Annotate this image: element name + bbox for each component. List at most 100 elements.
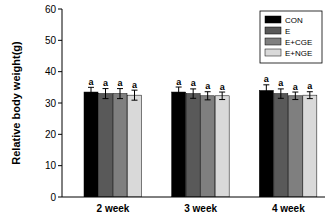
- x-tick-label: 2 week: [97, 203, 130, 214]
- significance-letter: a: [117, 78, 123, 88]
- bar: [303, 95, 317, 197]
- error-bar-cap: [292, 92, 298, 93]
- error-bar-cap: [278, 98, 284, 99]
- significance-letter: a: [293, 82, 299, 92]
- y-tick: [58, 40, 62, 41]
- y-tick-label: 10: [45, 160, 57, 171]
- error-bar: [219, 92, 225, 100]
- error-bar: [278, 89, 284, 98]
- y-axis-label: Relative body weight(g): [10, 41, 22, 165]
- chart-svg: 0102030405060Relative body weight(g)aaaa…: [0, 0, 330, 218]
- y-tick: [58, 197, 62, 198]
- significance-letter: a: [176, 77, 182, 87]
- error-bar-cap: [219, 99, 225, 100]
- significance-letter: a: [220, 82, 226, 92]
- error-bar-cap: [205, 91, 211, 92]
- error-bar-cap: [176, 97, 182, 98]
- error-bar-line: [91, 87, 92, 96]
- error-bar-cap: [103, 88, 109, 89]
- bar: [201, 96, 215, 197]
- legend-label: CON: [285, 16, 303, 25]
- chart-container: 0102030405060Relative body weight(g)aaaa…: [0, 0, 330, 218]
- significance-letter: a: [103, 78, 109, 88]
- legend-label: E+NGE: [285, 49, 312, 58]
- y-tick-label: 20: [45, 129, 57, 140]
- bar: [259, 90, 273, 197]
- y-tick-label: 60: [45, 4, 57, 15]
- legend-box: [260, 11, 322, 63]
- error-bar-cap: [307, 98, 313, 99]
- error-bar-cap: [88, 96, 94, 97]
- significance-letter: a: [307, 81, 313, 91]
- error-bar-cap: [219, 92, 225, 93]
- error-bar: [176, 87, 182, 97]
- error-bar: [205, 92, 211, 100]
- error-bar-line: [105, 89, 106, 99]
- error-bar-line: [222, 92, 223, 100]
- error-bar-cap: [263, 96, 269, 97]
- significance-letter: a: [88, 77, 94, 87]
- bar: [288, 96, 302, 197]
- annotations: aaaaaaaaaaaa: [88, 74, 313, 91]
- error-bar-cap: [88, 87, 94, 88]
- error-bar-line: [120, 89, 121, 99]
- error-bar-cap: [307, 91, 313, 92]
- x-tick-label: 4 week: [272, 203, 305, 214]
- legend-label: E+CGE: [285, 38, 312, 47]
- significance-letter: a: [132, 80, 138, 90]
- error-bar-cap: [205, 99, 211, 100]
- y-tick: [58, 103, 62, 104]
- bar: [274, 94, 288, 197]
- y-tick-label: 40: [45, 66, 57, 77]
- error-bar: [88, 87, 94, 96]
- legend-swatch: [265, 49, 281, 56]
- legend-swatch: [265, 38, 281, 45]
- error-bar-line: [280, 89, 281, 98]
- bar: [99, 94, 113, 197]
- bar: [186, 94, 200, 197]
- error-bar-line: [295, 92, 296, 100]
- error-bar-cap: [132, 90, 138, 91]
- y-tick-label: 30: [45, 98, 57, 109]
- error-bar-line: [207, 92, 208, 100]
- error-bar: [307, 92, 313, 99]
- error-bar-cap: [190, 98, 196, 99]
- error-bar: [292, 92, 298, 100]
- error-bar-line: [193, 89, 194, 98]
- error-bar-cap: [190, 88, 196, 89]
- error-bar: [263, 85, 269, 96]
- error-bar: [190, 89, 196, 98]
- y-tick-label: 0: [50, 192, 56, 203]
- legend-label: E: [285, 27, 290, 36]
- y-tick: [58, 165, 62, 166]
- bar: [128, 95, 142, 197]
- error-bar: [103, 89, 109, 99]
- significance-letter: a: [264, 74, 270, 84]
- significance-letter: a: [205, 81, 211, 91]
- error-bar: [117, 89, 123, 99]
- error-bar-cap: [132, 100, 138, 101]
- error-bar-line: [178, 87, 179, 97]
- y-tick: [58, 9, 62, 10]
- bar: [113, 94, 127, 197]
- error-bar-cap: [117, 98, 123, 99]
- error-bar-cap: [278, 88, 284, 89]
- legend: CON E E+CGE E+NGE: [260, 11, 322, 63]
- x-axis-line: [62, 197, 325, 198]
- error-bar-cap: [292, 99, 298, 100]
- plot-area: [84, 85, 317, 197]
- legend-swatch: [265, 16, 281, 23]
- x-tick-label: 3 week: [184, 203, 217, 214]
- y-axis-line: [62, 9, 63, 197]
- y-tick: [58, 71, 62, 72]
- error-bar: [132, 90, 138, 100]
- significance-letter: a: [278, 78, 284, 88]
- error-bar-line: [309, 92, 310, 99]
- error-bar-cap: [263, 84, 269, 85]
- error-bar-cap: [103, 98, 109, 99]
- bar: [215, 96, 229, 197]
- error-bar-cap: [176, 87, 182, 88]
- significance-letter: a: [191, 78, 197, 88]
- bar: [84, 92, 98, 197]
- y-tick: [58, 134, 62, 135]
